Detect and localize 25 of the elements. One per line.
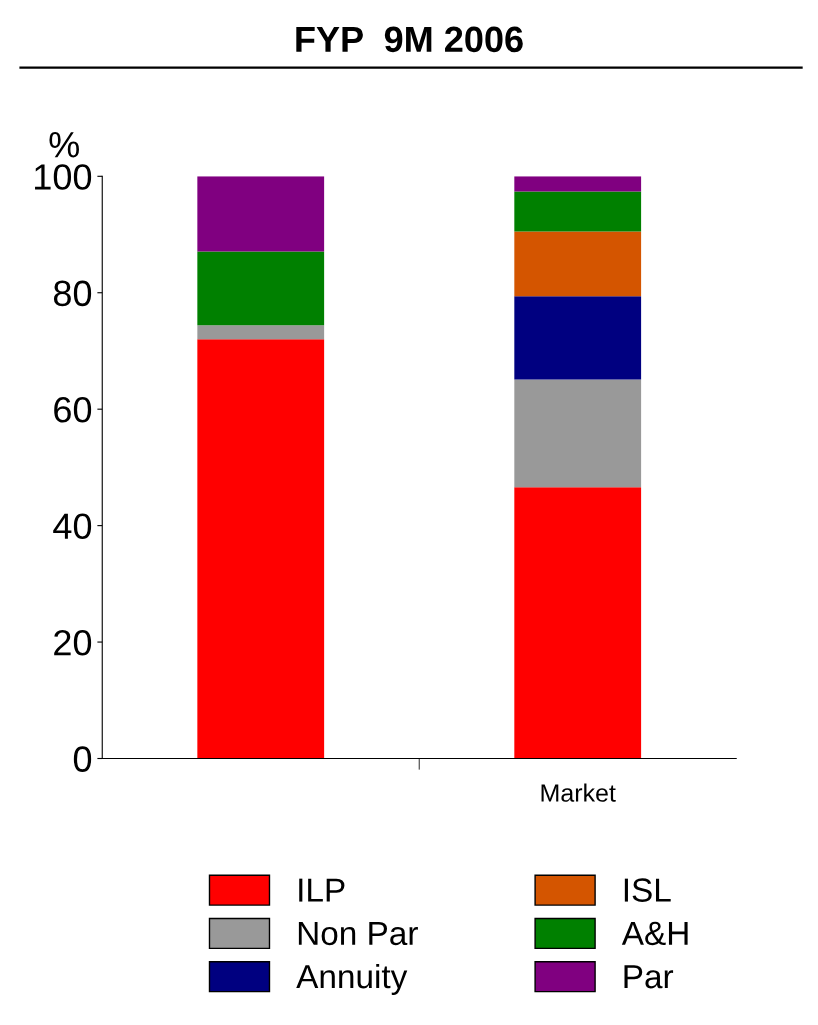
y-tick-label: 60 — [54, 397, 92, 423]
y-axis-title: % — [49, 132, 79, 158]
y-tick-label: 40 — [53, 513, 92, 540]
bar — [514, 176, 642, 192]
y-tick-label: 80 — [53, 280, 92, 307]
legend-label: ILP — [299, 878, 345, 902]
bar — [197, 251, 325, 326]
chart-title: FYP 9M 2006 — [296, 26, 523, 53]
bar — [514, 191, 642, 232]
y-tick-label: 100 — [35, 164, 92, 190]
legend-label: ISL — [624, 878, 671, 902]
bar — [197, 325, 325, 340]
legend-label: A&H — [621, 921, 688, 946]
y-tick-label: 20 — [54, 629, 92, 656]
bar — [514, 487, 642, 759]
bar — [197, 339, 325, 759]
bar — [514, 379, 642, 488]
legend-label: Annuity — [296, 963, 408, 995]
bar — [197, 176, 325, 252]
bar — [514, 231, 642, 297]
bar — [514, 296, 642, 380]
legend-label: Non Par — [298, 921, 418, 946]
x-tick-label: Market — [541, 783, 616, 802]
y-tick-label: 0 — [73, 746, 92, 772]
legend-label: Par — [624, 965, 674, 989]
